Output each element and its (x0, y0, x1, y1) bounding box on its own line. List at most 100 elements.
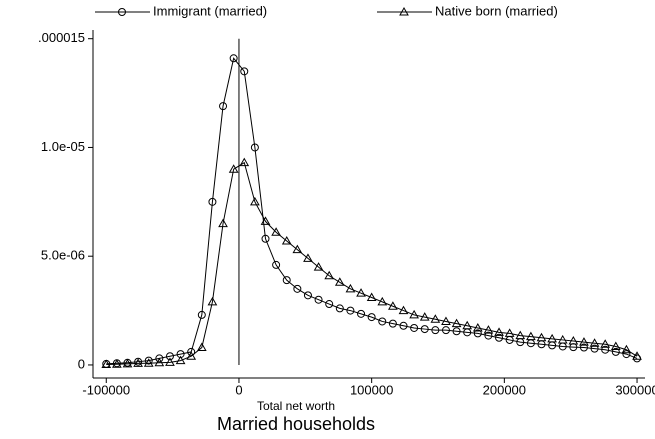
point (303, 291, 312, 300)
point (250, 143, 259, 152)
point (547, 333, 557, 343)
point (239, 157, 250, 167)
point (122, 358, 133, 368)
point (589, 338, 600, 347)
y-tick-label: 5.0e-06 (41, 248, 85, 263)
x-tick-label: 200000 (483, 382, 526, 397)
point (218, 218, 228, 228)
point (228, 164, 239, 173)
y-tick-label: 0 (78, 356, 85, 371)
x-tick-label: 100000 (350, 382, 393, 397)
point (451, 318, 462, 328)
x-axis-label: Total net worth (257, 399, 335, 413)
x-tick-label: -100000 (82, 382, 130, 397)
point (409, 309, 419, 319)
point (134, 357, 143, 366)
point (579, 337, 589, 346)
point (378, 317, 387, 326)
point (452, 327, 461, 336)
point (357, 309, 366, 318)
point (494, 327, 504, 336)
point (622, 350, 631, 359)
point (250, 196, 260, 206)
point (313, 262, 324, 271)
point (420, 325, 429, 334)
x-tick-label: 0 (235, 382, 242, 397)
point (282, 276, 291, 285)
point (112, 359, 122, 368)
point (430, 314, 441, 323)
point (399, 321, 408, 330)
point (165, 352, 174, 361)
point (272, 260, 281, 269)
point (472, 322, 483, 332)
point (484, 331, 493, 340)
point (196, 342, 207, 352)
point (175, 355, 186, 365)
point (441, 326, 450, 335)
y-tick-label: 1.0e-05 (41, 139, 85, 154)
point (260, 216, 271, 225)
point (398, 305, 409, 315)
point (197, 310, 206, 319)
point (610, 341, 621, 350)
point (133, 358, 143, 367)
point (611, 347, 620, 356)
x-tick-label: 300000 (615, 382, 655, 397)
point (345, 283, 356, 293)
point (557, 334, 568, 344)
series-line (106, 57, 638, 365)
point (526, 331, 536, 341)
point (101, 359, 112, 369)
point (293, 284, 302, 293)
point (240, 67, 249, 76)
point (388, 301, 398, 310)
point (568, 336, 579, 345)
point (377, 296, 388, 306)
point (281, 235, 292, 245)
point (419, 312, 430, 321)
legend-marker (118, 8, 126, 16)
point (504, 328, 515, 337)
point (590, 344, 599, 353)
point (388, 319, 397, 328)
point (207, 296, 218, 306)
point (143, 358, 154, 367)
point (324, 270, 335, 280)
y-tick-label: .000015 (38, 30, 85, 45)
point (335, 304, 344, 313)
point (208, 197, 217, 206)
point (314, 295, 323, 304)
legend-label: Immigrant (married) (153, 3, 267, 18)
point (271, 227, 281, 236)
point (483, 325, 494, 334)
chart-title: Married households (217, 414, 375, 434)
point (495, 333, 504, 342)
point (346, 306, 355, 315)
point (441, 316, 451, 325)
point (462, 320, 473, 330)
point (187, 347, 196, 356)
point (632, 351, 642, 360)
legend-marker (399, 6, 409, 16)
point (334, 277, 345, 286)
series-line (106, 161, 638, 366)
point (155, 354, 164, 363)
legend-label: Native born (married) (435, 3, 558, 18)
point (621, 344, 632, 354)
point (601, 345, 610, 354)
point (536, 332, 547, 342)
point (144, 356, 153, 365)
point (186, 351, 197, 360)
point (600, 339, 611, 348)
point (515, 330, 526, 340)
point (367, 313, 376, 322)
point (473, 329, 482, 338)
point (261, 234, 270, 243)
point (229, 54, 238, 63)
point (366, 292, 377, 302)
point (579, 343, 588, 352)
point (356, 288, 366, 297)
point (431, 326, 440, 335)
